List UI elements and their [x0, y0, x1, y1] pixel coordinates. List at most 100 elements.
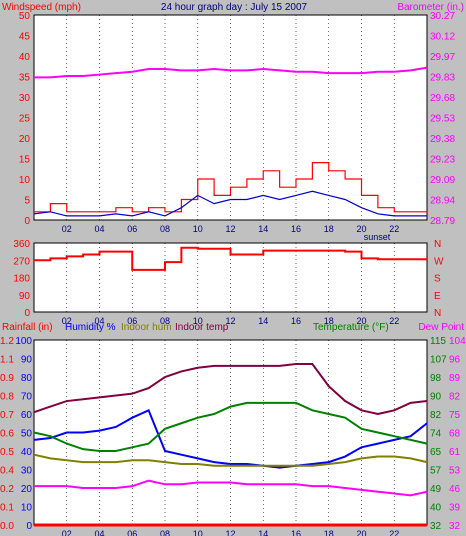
humidity-legend: Humidity %	[65, 322, 116, 333]
rainfall-legend: Rainfall (in)	[2, 322, 53, 333]
x-tick-label: 02	[62, 316, 72, 326]
x-tick-label: 20	[356, 316, 366, 326]
temp-tick: 49	[430, 484, 442, 495]
x-tick-label: 02	[62, 529, 72, 536]
dew-tick: 61	[449, 447, 461, 458]
dir-right-tick: W	[434, 256, 444, 267]
x-tick-label: 12	[225, 224, 235, 234]
x-tick-label: 12	[225, 316, 235, 326]
humidity-tick: 60	[21, 410, 33, 421]
dew-tick: 82	[449, 392, 461, 403]
temperature-series	[33, 401, 428, 452]
humidity-tick: 80	[21, 373, 33, 384]
y-left-tick: 25	[19, 114, 31, 125]
dew-tick: 96	[449, 355, 461, 366]
y-right-tick: 30.12	[430, 32, 455, 43]
dew-tick: 89	[449, 373, 461, 384]
x-tick-label: 12	[225, 529, 235, 536]
y-right-tick: 28.94	[430, 196, 455, 207]
x-tick-label: 18	[324, 224, 334, 234]
humidity-tick: 40	[21, 447, 33, 458]
x-tick-label: 14	[258, 316, 268, 326]
y-right-tick: 30.27	[430, 11, 455, 22]
x-tick-label: 22	[389, 316, 399, 326]
indoor-temp-legend: Indoor temp	[175, 322, 229, 333]
barometer-legend: Barometer (in.)	[397, 2, 464, 13]
dir-right-tick: N	[434, 239, 441, 250]
windspeed-legend: Windspeed (mph)	[2, 2, 81, 13]
dir-left-tick: 0	[24, 308, 30, 319]
humidity-tick: 100	[15, 336, 32, 347]
y-right-tick: 29.97	[430, 52, 455, 63]
barometer-series	[34, 66, 428, 79]
dew-tick: 68	[449, 429, 461, 440]
temp-tick: 65	[430, 447, 442, 458]
x-tick-label: 18	[324, 316, 334, 326]
indoor-hum-legend: Indoor hum	[121, 322, 172, 333]
x-tick-label: 22	[389, 529, 399, 536]
humidity-tick: 90	[21, 355, 33, 366]
y-right-tick: 29.53	[430, 114, 455, 125]
humidity-tick: 20	[21, 484, 33, 495]
rain-tick: 0.2	[0, 484, 14, 495]
rain-tick: 0.4	[0, 466, 14, 477]
humidity-tick: 10	[21, 503, 33, 514]
humidity-tick: 50	[21, 429, 33, 440]
wind-avg-series	[33, 190, 427, 217]
dir-left-tick: 90	[19, 291, 31, 302]
x-tick-label: 14	[258, 529, 268, 536]
dew-point-series	[34, 479, 428, 497]
x-tick-label: 16	[291, 316, 301, 326]
dew-tick: 75	[449, 410, 461, 421]
sunset-label: sunset	[364, 232, 391, 242]
x-tick-label: 18	[324, 529, 334, 536]
dew-point-legend: Dew Point	[418, 322, 464, 333]
x-tick-label: 08	[160, 224, 170, 234]
indoor-temp-series	[33, 363, 428, 416]
temp-tick: 40	[430, 503, 442, 514]
y-left-tick: 5	[24, 196, 30, 207]
x-tick-label: 20	[356, 529, 366, 536]
rain-tick: 0.1	[0, 503, 14, 514]
x-tick-label: 20	[356, 224, 366, 234]
dew-tick: 39	[449, 503, 461, 514]
dew-tick: 104	[449, 336, 466, 347]
x-tick-label: 04	[94, 529, 104, 536]
y-left-tick: 20	[19, 134, 31, 145]
chart-title: 24 hour graph day : July 15 2007	[161, 2, 308, 13]
windspeed-series	[34, 162, 427, 213]
dir-right-tick: E	[434, 291, 441, 302]
rain-tick: 1.1	[0, 355, 14, 366]
rain-tick: 0.9	[0, 373, 14, 384]
y-left-tick: 30	[19, 93, 31, 104]
y-left-tick: 45	[19, 32, 31, 43]
temp-tick: 32	[430, 521, 442, 532]
y-right-tick: 28.79	[430, 216, 455, 227]
x-tick-label: 02	[62, 224, 72, 234]
humidity-tick: 70	[21, 392, 33, 403]
dew-tick: 46	[449, 484, 461, 495]
y-right-tick: 29.68	[430, 93, 455, 104]
temp-tick: 98	[430, 373, 442, 384]
x-tick-label: 16	[291, 224, 301, 234]
x-tick-label: 08	[160, 529, 170, 536]
rain-tick: 0.0	[0, 521, 14, 532]
rain-tick: 1.2	[0, 336, 14, 347]
humidity-series	[33, 408, 428, 469]
y-left-tick: 0	[24, 216, 30, 227]
wind-direction-series	[34, 246, 427, 271]
rain-tick: 0.5	[0, 447, 14, 458]
rain-tick: 0.7	[0, 410, 14, 421]
dir-left-tick: 180	[13, 274, 30, 285]
x-tick-label: 06	[127, 529, 137, 536]
temp-tick: 74	[430, 429, 442, 440]
y-right-tick: 29.23	[430, 155, 455, 166]
x-tick-label: 14	[258, 224, 268, 234]
temp-tick: 82	[430, 410, 442, 421]
x-tick-label: 08	[160, 316, 170, 326]
dir-left-tick: 360	[13, 239, 30, 250]
y-right-tick: 29.09	[430, 175, 455, 186]
x-tick-label: 22	[389, 224, 399, 234]
temp-tick: 57	[430, 466, 442, 477]
